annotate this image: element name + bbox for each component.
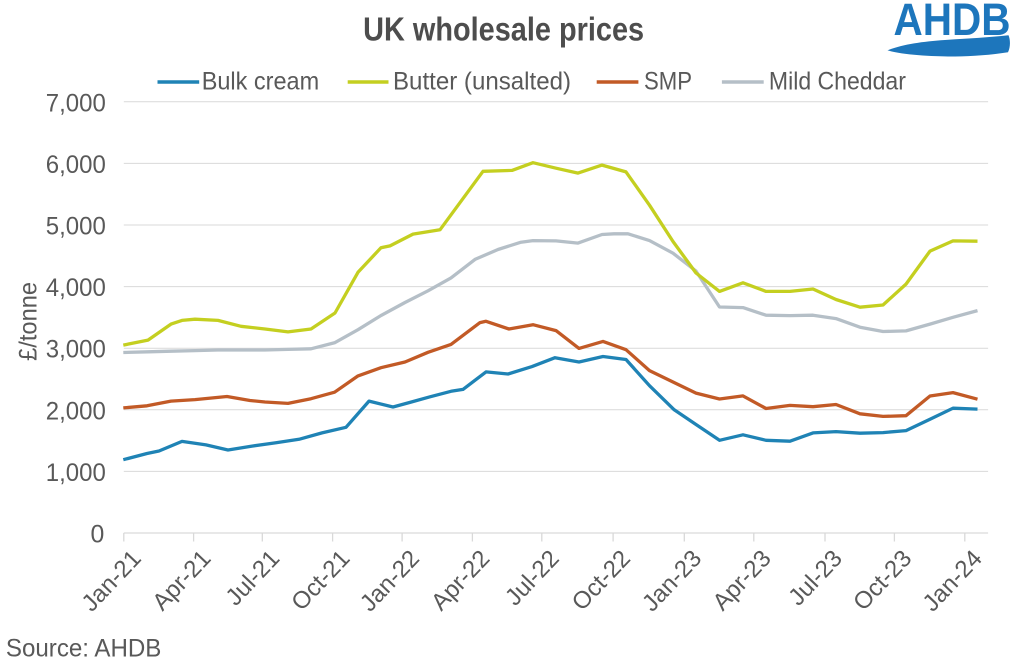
svg-text:2,000: 2,000 bbox=[46, 397, 106, 425]
svg-text:3,000: 3,000 bbox=[46, 336, 106, 364]
svg-text:£/tonne: £/tonne bbox=[14, 282, 42, 361]
svg-text:SMP: SMP bbox=[644, 67, 692, 95]
svg-text:4,000: 4,000 bbox=[46, 274, 106, 302]
svg-text:5,000: 5,000 bbox=[46, 213, 106, 241]
svg-text:Source: AHDB: Source: AHDB bbox=[6, 635, 162, 663]
svg-text:7,000: 7,000 bbox=[46, 89, 106, 117]
svg-text:UK wholesale prices: UK wholesale prices bbox=[363, 10, 644, 47]
svg-text:1,000: 1,000 bbox=[46, 459, 106, 487]
svg-text:Mild Cheddar: Mild Cheddar bbox=[769, 67, 906, 95]
svg-text:Butter (unsalted): Butter (unsalted) bbox=[393, 67, 571, 95]
svg-text:6,000: 6,000 bbox=[46, 151, 106, 179]
svg-text:Bulk cream: Bulk cream bbox=[202, 67, 320, 95]
svg-text:0: 0 bbox=[91, 521, 105, 549]
